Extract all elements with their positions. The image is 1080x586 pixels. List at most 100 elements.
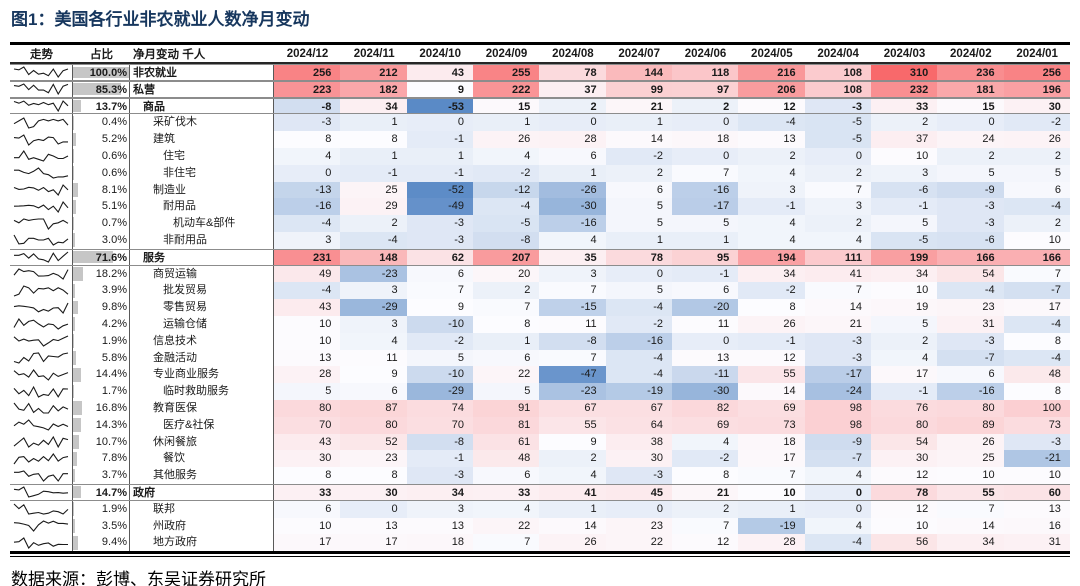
value-cell: 6: [472, 349, 540, 367]
value-cell: 3: [804, 198, 871, 216]
value-cell: 4: [472, 500, 540, 518]
trend-sparkline: [13, 402, 69, 414]
value-cell: 22: [605, 534, 672, 552]
value-cell: 2: [1003, 147, 1070, 165]
table-header-row: 走势 占比 净月变动 千人 2024/12 2024/11 2024/10 2024/…: [10, 45, 1070, 64]
industry-label: 医疗&社保: [130, 416, 274, 434]
value-cell: 232: [870, 81, 938, 97]
value-cell: 256: [274, 65, 341, 80]
value-cell: 199: [870, 249, 938, 265]
share-bar: [73, 317, 76, 332]
table-bottom-rule: [10, 556, 1070, 558]
value-cell: 206: [738, 81, 805, 97]
share-cell: 4.2%: [73, 315, 130, 333]
value-cell: 2: [804, 164, 871, 182]
share-value: 4.2%: [101, 317, 127, 330]
value-cell: 207: [472, 249, 540, 265]
value-cell: 43: [274, 433, 341, 451]
table-row: 1.7% 临时救助服务 5 6 -29 5 -23 -19 -30 14 -24 -1 -16 8: [10, 383, 1070, 400]
value-cell: 3: [870, 164, 938, 182]
value-cell: 310: [870, 65, 938, 80]
value-cell: 33: [274, 484, 341, 500]
industry-label: 商贸运输: [130, 265, 274, 283]
table-row: 9.4% 地方政府 17 17 18 7 26 22 12 28 -4 56 34 31: [10, 534, 1070, 552]
value-cell: 67: [605, 399, 672, 417]
share-value: 18.2%: [95, 267, 127, 280]
share-value: 16.8%: [95, 401, 127, 414]
value-cell: 23: [937, 299, 1004, 316]
value-cell: 29: [340, 198, 407, 216]
value-cell: 17: [340, 534, 407, 552]
share-bar: [73, 233, 75, 248]
table-row: 8.1% 制造业 -13 25 -52 -12 -26 6 -16 3 7 -6 -9 6: [10, 181, 1070, 199]
value-cell: -12: [472, 181, 540, 199]
value-cell: -4: [738, 114, 805, 132]
value-cell: -1: [406, 450, 473, 468]
value-cell: 21: [804, 315, 871, 333]
value-cell: 8: [274, 467, 341, 484]
value-cell: 5: [605, 215, 672, 232]
share-value: 3.7%: [101, 469, 127, 482]
trend-sparkline: [14, 469, 68, 482]
share-bar: [73, 199, 76, 214]
trend-sparkline: [13, 335, 69, 347]
value-cell: 196: [1003, 81, 1070, 97]
trend-sparkline: [13, 117, 69, 129]
value-cell: 45: [605, 484, 672, 500]
value-cell: 1: [605, 231, 672, 249]
trend-sparkline: [13, 184, 69, 196]
trend-cell: [10, 282, 73, 300]
share-value: 8.1%: [101, 183, 127, 196]
trend-sparkline: [14, 251, 69, 263]
industry-label: 政府: [130, 484, 274, 500]
value-cell: 16: [1003, 517, 1070, 535]
value-cell: 166: [1003, 249, 1070, 265]
value-cell: 7: [539, 349, 606, 367]
value-cell: 25: [937, 450, 1004, 468]
share-value: 1.7%: [101, 385, 127, 398]
table-row: 71.6% 服务 231 148 62 207 35 78 95 194 111 199 166 166: [10, 248, 1070, 266]
trend-sparkline: [13, 235, 69, 247]
value-cell: 8: [1003, 383, 1070, 400]
value-cell: -1: [738, 198, 805, 216]
value-cell: 82: [671, 399, 739, 417]
share-bar: [73, 418, 81, 433]
value-cell: 8: [738, 299, 805, 316]
value-cell: 17: [1003, 299, 1070, 316]
table-row: 5.1% 耐用品 -16 29 -49 -4 -30 5 -17 -1 3 -1 -3 -4: [10, 198, 1070, 216]
value-cell: 6: [605, 181, 672, 199]
industry-label: 建筑: [130, 131, 274, 148]
share-value: 71.6%: [95, 251, 127, 264]
share-cell: 7.8%: [73, 450, 130, 468]
value-cell: 26: [937, 433, 1004, 451]
value-cell: 14: [605, 131, 672, 148]
value-cell: 3: [539, 265, 606, 283]
industry-label: 商品: [130, 98, 274, 114]
trend-sparkline: [13, 452, 69, 465]
value-cell: -9: [804, 433, 871, 451]
value-cell: 4: [738, 215, 805, 232]
value-cell: 7: [406, 282, 473, 300]
value-cell: 17: [274, 534, 341, 552]
share-cell: 3.7%: [73, 467, 130, 484]
value-cell: 13: [671, 349, 739, 367]
table-row: 13.7% 商品 -8 34 -53 15 2 21 2 12 -3 33 15 30: [10, 97, 1070, 115]
share-cell: 0.4%: [73, 114, 130, 132]
value-cell: 1: [539, 164, 606, 182]
value-cell: 4: [870, 349, 938, 367]
value-cell: 2: [738, 147, 805, 165]
value-cell: 236: [937, 65, 1004, 80]
value-cell: 9: [406, 299, 473, 316]
month-header: 2024/05: [751, 47, 793, 60]
share-value: 100.0%: [89, 67, 127, 79]
value-cell: -6: [937, 231, 1004, 249]
table-row: 5.8% 金融活动 13 11 5 6 7 -4 13 12 -3 4 -7 -4: [10, 349, 1070, 367]
trend-cell: [10, 65, 73, 80]
value-cell: 34: [937, 534, 1004, 552]
month-header: 2024/11: [353, 47, 395, 60]
value-cell: 148: [340, 249, 407, 265]
value-cell: 10: [870, 517, 938, 535]
value-cell: 6: [340, 383, 407, 400]
value-cell: -16: [605, 332, 672, 350]
value-cell: -8: [274, 98, 341, 114]
